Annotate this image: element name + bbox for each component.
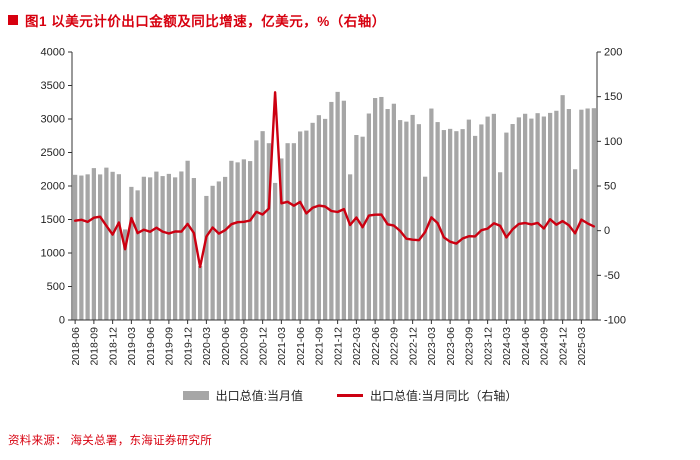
svg-text:2024-06: 2024-06 — [520, 327, 532, 366]
svg-text:2018-09: 2018-09 — [89, 327, 101, 366]
svg-text:50: 50 — [604, 181, 616, 193]
svg-text:500: 500 — [47, 281, 65, 293]
source-note: 资料来源： 海关总署，东海证券研究所 — [8, 435, 213, 447]
svg-text:3000: 3000 — [41, 114, 65, 126]
svg-text:3500: 3500 — [41, 80, 65, 92]
svg-text:2024-12: 2024-12 — [557, 327, 569, 366]
legend-item-bars: 出口总值:当月值 — [182, 387, 303, 404]
red-square-bullet-icon — [8, 15, 18, 25]
svg-text:1000: 1000 — [41, 248, 65, 260]
svg-text:2020-09: 2020-09 — [239, 327, 251, 366]
svg-text:2000: 2000 — [41, 181, 65, 193]
svg-text:2024-03: 2024-03 — [501, 327, 513, 366]
svg-text:2500: 2500 — [41, 147, 65, 159]
svg-text:4000: 4000 — [41, 47, 65, 59]
svg-text:2025-03: 2025-03 — [576, 327, 588, 366]
legend-label-bars: 出口总值:当月值 — [215, 388, 303, 403]
svg-text:2022-09: 2022-09 — [389, 327, 401, 366]
svg-text:2021-09: 2021-09 — [314, 327, 326, 366]
figure-header: 图1 以美元计价出口金额及同比增速，亿美元，%（右轴） — [0, 0, 700, 32]
svg-text:2023-06: 2023-06 — [445, 327, 457, 366]
svg-text:2020-06: 2020-06 — [220, 327, 232, 366]
svg-text:2018-06: 2018-06 — [70, 327, 82, 366]
svg-text:2021-06: 2021-06 — [295, 327, 307, 366]
svg-text:2023-03: 2023-03 — [426, 327, 438, 366]
svg-text:0: 0 — [604, 225, 610, 237]
svg-text:2018-12: 2018-12 — [107, 327, 119, 366]
chart-legend: 出口总值:当月值 出口总值:当月同比（右轴） — [0, 384, 700, 406]
svg-text:2022-03: 2022-03 — [351, 327, 363, 366]
svg-text:0: 0 — [59, 315, 65, 327]
svg-text:1500: 1500 — [41, 214, 65, 226]
svg-text:2023-12: 2023-12 — [482, 327, 494, 366]
svg-text:2019-06: 2019-06 — [145, 327, 157, 366]
legend-item-line: 出口总值:当月同比（右轴） — [337, 387, 517, 404]
svg-text:2022-12: 2022-12 — [407, 327, 419, 366]
svg-text:2021-03: 2021-03 — [276, 327, 288, 366]
svg-text:2019-09: 2019-09 — [164, 327, 176, 366]
svg-text:2023-09: 2023-09 — [464, 327, 476, 366]
svg-text:2020-12: 2020-12 — [257, 327, 269, 366]
svg-text:100: 100 — [604, 136, 622, 148]
bar-series-swatch — [182, 390, 209, 400]
export-chart-svg: 0 500 1000 1500 2000 2500 3000 3500 4000 -100 -50 0… — [41, 47, 627, 366]
svg-text:-100: -100 — [604, 315, 626, 327]
svg-text:2021-12: 2021-12 — [332, 327, 344, 366]
svg-text:2019-03: 2019-03 — [126, 327, 138, 366]
line-series-swatch — [337, 393, 363, 397]
legend-label-line: 出口总值:当月同比（右轴） — [370, 388, 518, 403]
svg-text:200: 200 — [604, 47, 622, 59]
svg-text:2019-12: 2019-12 — [182, 327, 194, 366]
svg-text:2024-09: 2024-09 — [539, 327, 551, 366]
svg-text:150: 150 — [604, 91, 622, 103]
figure-title: 图1 以美元计价出口金额及同比增速，亿美元，%（右轴） — [25, 14, 386, 29]
svg-text:-50: -50 — [604, 270, 620, 282]
svg-text:2020-03: 2020-03 — [201, 327, 213, 366]
svg-text:2022-06: 2022-06 — [370, 327, 382, 366]
chart-area: 0 500 1000 1500 2000 2500 3000 3500 4000 -100 -50 0… — [0, 32, 700, 384]
